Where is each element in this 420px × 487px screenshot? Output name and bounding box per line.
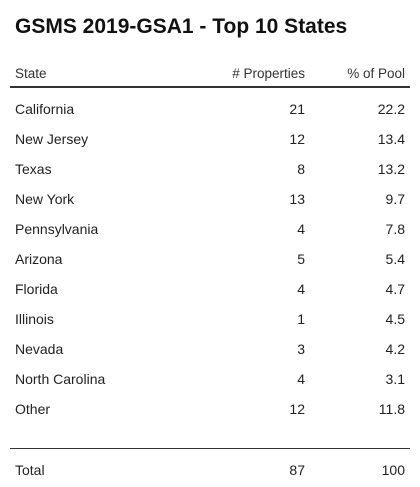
row-properties-cell: 4	[297, 281, 305, 297]
row-state-cell: New York	[15, 191, 75, 207]
total-divider	[10, 424, 410, 449]
table-row: North Carolina 4 3.1	[10, 364, 410, 394]
table-row: Pennsylvania 4 7.8	[10, 214, 410, 244]
table-row: Nevada 3 4.2	[10, 334, 410, 364]
row-state-cell: Florida	[15, 281, 58, 297]
row-properties-cell: 8	[297, 161, 305, 177]
row-pool-cell: 11.8	[378, 401, 405, 417]
row-properties-cell: 4	[297, 371, 305, 387]
states-table: State # Properties % of Pool California 2…	[10, 62, 410, 485]
total-row: Total 87 100	[10, 455, 410, 485]
total-label: Total	[15, 462, 45, 478]
row-pool-cell: 22.2	[377, 101, 405, 117]
row-state-cell: New Jersey	[15, 131, 89, 147]
header-state: State	[15, 66, 47, 81]
table-row: Texas 8 13.2	[10, 154, 410, 184]
row-properties-cell: 1	[297, 311, 305, 327]
table-title: GSMS 2019-GSA1 - Top 10 States	[15, 15, 348, 38]
row-properties-cell: 21	[289, 101, 305, 117]
table-row: Illinois 1 4.5	[10, 304, 410, 334]
table-row: New York 13 9.7	[10, 184, 410, 214]
row-pool-cell: 5.4	[385, 251, 405, 267]
row-state-cell: Arizona	[15, 251, 63, 267]
row-state-cell: North Carolina	[15, 371, 106, 387]
total-properties: 87	[289, 462, 305, 478]
row-pool-cell: 4.5	[385, 311, 405, 327]
row-state-cell: Texas	[15, 161, 52, 177]
row-pool-cell: 7.8	[385, 221, 405, 237]
table-row: New Jersey 12 13.4	[10, 124, 410, 154]
header-properties: # Properties	[232, 66, 305, 81]
row-properties-cell: 13	[289, 191, 305, 207]
row-state-cell: California	[15, 101, 75, 117]
table-header: State # Properties % of Pool	[10, 62, 410, 88]
total-pool: 100	[381, 462, 405, 478]
table-body: California 21 22.2 New Jersey 12 13.4 Texas 8 13…	[10, 88, 410, 424]
table-row: Florida 4 4.7	[10, 274, 410, 304]
table-row: California 21 22.2	[10, 94, 410, 124]
table-row: Other 12 11.8	[10, 394, 410, 424]
row-state-cell: Other	[15, 401, 51, 417]
row-pool-cell: 4.7	[385, 281, 405, 297]
table-row: Arizona 5 5.4	[10, 244, 410, 274]
row-pool-cell: 3.1	[385, 371, 405, 387]
row-properties-cell: 12	[289, 131, 305, 147]
header-pool: % of Pool	[347, 66, 405, 81]
row-pool-cell: 13.4	[377, 131, 405, 147]
row-properties-cell: 12	[289, 401, 305, 417]
row-properties-cell: 4	[297, 221, 305, 237]
row-pool-cell: 4.2	[385, 341, 405, 357]
row-pool-cell: 9.7	[385, 191, 405, 207]
row-state-cell: Pennsylvania	[15, 221, 99, 237]
row-properties-cell: 3	[297, 341, 305, 357]
row-state-cell: Illinois	[15, 311, 54, 327]
row-pool-cell: 13.2	[377, 161, 405, 177]
row-state-cell: Nevada	[15, 341, 64, 357]
row-properties-cell: 5	[297, 251, 305, 267]
